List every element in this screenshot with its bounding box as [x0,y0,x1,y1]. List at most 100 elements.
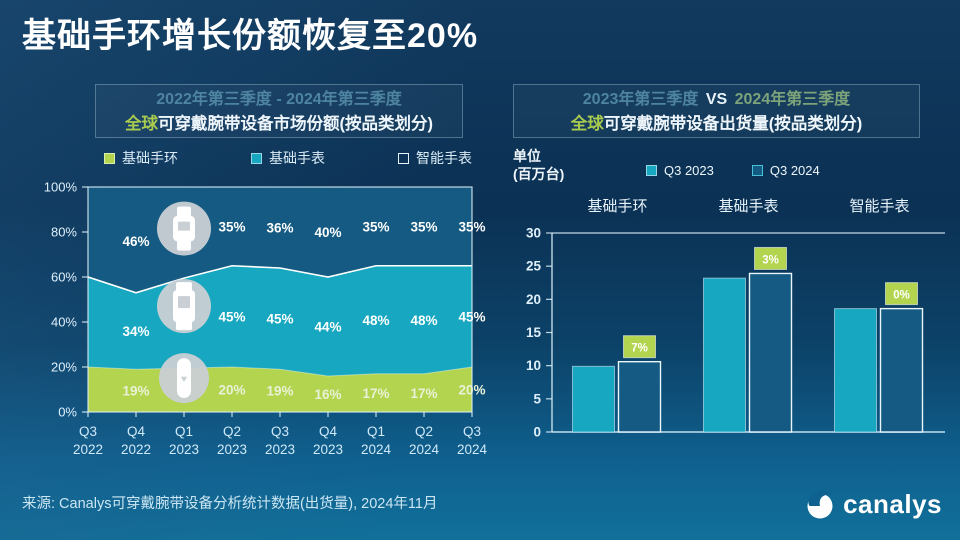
canalys-logo-text: canalys [843,488,942,519]
market-share-area-chart: 0% 20% 40% 60% 80% 100% Q3 2022 Q4 2022 Q1 2023 Q2 20… [44,180,488,458]
svg-text:Q2: Q2 [223,424,241,439]
growth-badge [885,282,918,306]
legend-label-basic-watch: 基础手表 [269,150,325,166]
q3-2023-swatch [646,165,657,176]
svg-text:2022: 2022 [121,442,151,457]
data-label: 17% [410,386,437,401]
smartwatch-icon [157,201,211,256]
source-note: 来源: Canalys可穿戴腕带设备分析统计数据(出货量), 2024年11月 [22,496,438,512]
growth-badge [754,246,787,270]
svg-text:60%: 60% [51,270,77,285]
svg-text:Q2: Q2 [415,424,433,439]
share-chart-subtitle-rest: 可穿戴腕带设备市场份额(按品类划分) [158,115,433,133]
ship-chart-header: 2023年第三季度 VS 2024年第三季度 全球可穿戴腕带设备出货量(按品类划… [513,84,920,138]
bar-q3-2023 [572,365,615,433]
svg-text:Q4: Q4 [319,424,338,439]
ship-chart-subtitle-rest: 可穿戴腕带设备出货量(按品类划分) [603,115,863,133]
svg-text:5: 5 [533,391,541,406]
data-label: 40% [314,225,341,240]
data-label: 36% [266,221,293,236]
svg-text:25: 25 [526,259,542,274]
ship-chart-subtitle: 全球可穿戴腕带设备出货量(按品类划分) [514,112,919,137]
ship-chart-subtitle-highlight: 全球 [570,115,604,133]
svg-text:Q1: Q1 [175,424,193,439]
svg-text:Q1: Q1 [367,424,385,439]
svg-text:0: 0 [533,425,541,440]
legend-label-q3-2024: Q3 2024 [769,163,820,178]
share-chart-legend: 基础手环 基础手表 智能手表 [98,148,478,168]
legend-item-q3-2023: Q3 2023 [646,163,714,178]
basic-band-icon: ♥ [159,353,209,404]
ship-chart-q3-2023: 2023年第三季度 [582,91,699,108]
data-label: 35% [362,219,389,234]
svg-text:20%: 20% [51,360,77,375]
svg-text:Q3: Q3 [79,424,97,439]
svg-text:Q3: Q3 [463,424,481,439]
legend-item-basic-band: 基础手环 [104,148,178,168]
data-label: 35% [218,219,245,234]
bar-category-label: 基础手表 [718,198,778,215]
data-label: 16% [314,387,341,402]
unit-line1: 单位 [513,148,541,164]
data-label: 48% [410,313,437,328]
svg-text:2024: 2024 [361,442,392,457]
legend-item-smartwatch: 智能手表 [398,148,472,168]
q3-2024-swatch [751,165,763,176]
page-title: 基础手环增长份额恢复至20% [22,17,479,55]
share-chart-date-range: 2022年第三季度 - 2024年第三季度 [156,91,402,108]
data-label: 34% [122,324,149,339]
svg-text:2022: 2022 [73,442,103,457]
bar-q3-2024 [748,272,793,433]
bar-category-label: 基础手环 [587,198,647,215]
data-label: 35% [410,219,437,234]
svg-text:♥: ♥ [181,374,187,385]
data-label: 19% [122,384,149,399]
data-label: 35% [458,219,485,234]
data-label: 17% [362,386,389,401]
data-label: 45% [266,312,293,327]
bar-q3-2023 [703,277,746,433]
canalys-logo-icon [807,490,833,519]
ship-chart-date-range: 2023年第三季度 VS 2024年第三季度 [514,88,919,112]
svg-text:10: 10 [526,358,541,373]
share-chart-subtitle: 全球可穿戴腕带设备市场份额(按品类划分) [96,112,462,137]
data-label: 20% [218,383,245,398]
bar-category-label: 智能手表 [849,197,909,215]
legend-label-basic-band: 基础手环 [122,150,178,166]
svg-text:100%: 100% [44,180,78,195]
data-label: 45% [458,309,485,324]
smartwatch-swatch [398,152,409,164]
legend-item-basic-watch: 基础手表 [251,148,325,168]
svg-text:Q3: Q3 [271,424,289,439]
legend-label-q3-2023: Q3 2023 [664,163,714,178]
svg-text:40%: 40% [51,315,77,330]
basic-watch-swatch [251,152,262,164]
svg-text:0%: 0% [58,405,77,420]
data-label: 46% [122,234,149,249]
svg-text:15: 15 [526,325,542,340]
svg-text:2023: 2023 [313,442,343,457]
legend-label-smartwatch: 智能手表 [416,150,472,166]
data-label: 45% [218,309,245,324]
svg-text:2024: 2024 [457,442,488,457]
growth-badge [623,335,656,359]
share-chart-subtitle-highlight: 全球 [125,115,158,133]
svg-text:30: 30 [526,226,541,241]
shipments-bar-chart: 0 5 10 15 20 25 30 基础手环 7% 基础手表 3% 智能手表 0% [526,197,945,440]
vs-label: VS [705,91,728,108]
growth-label: 0% [893,290,910,302]
growth-label: 7% [631,343,648,355]
ship-chart-legend: Q3 2023 Q3 2024 [646,163,820,178]
svg-text:2023: 2023 [217,442,247,457]
share-chart-header: 2022年第三季度 - 2024年第三季度 全球可穿戴腕带设备市场份额(按品类划… [95,84,463,138]
data-label: 48% [362,313,389,328]
bar-q3-2024 [879,307,924,433]
growth-label: 3% [762,254,779,266]
svg-text:Q4: Q4 [127,424,146,439]
svg-text:2024: 2024 [409,442,440,457]
basic-band-swatch [104,152,115,164]
ship-chart-q3-2024: 2024年第三季度 [734,91,851,108]
canalys-logo: canalys [804,488,942,520]
svg-text:2023: 2023 [169,442,199,457]
